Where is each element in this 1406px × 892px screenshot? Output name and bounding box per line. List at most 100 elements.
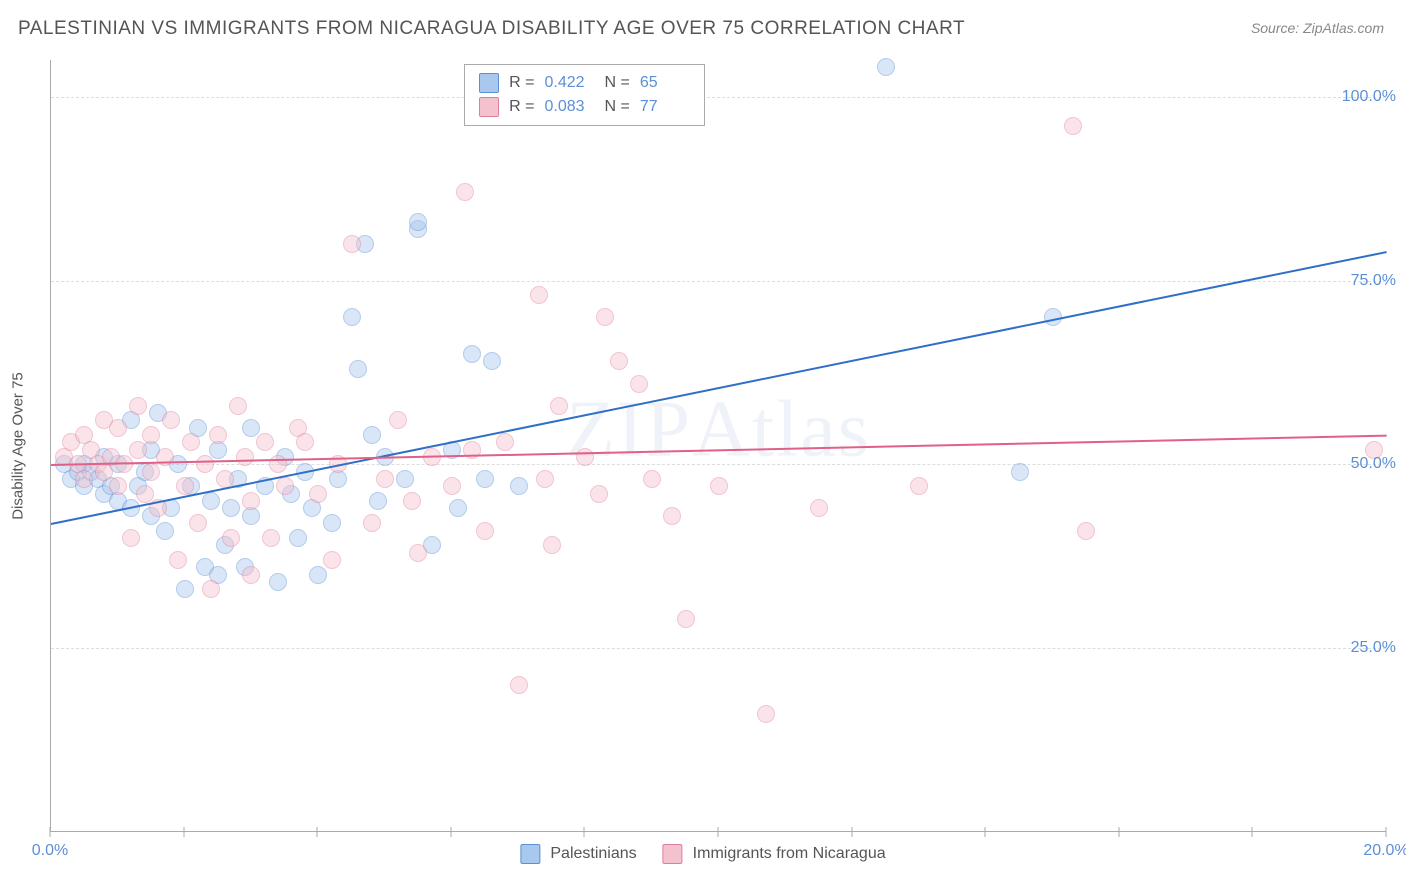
data-point xyxy=(810,499,828,517)
data-point xyxy=(483,352,501,370)
legend-swatch xyxy=(520,844,540,864)
x-tick-mark xyxy=(584,827,585,837)
data-point xyxy=(269,573,287,591)
x-tick-label: 20.0% xyxy=(1363,842,1406,860)
data-point xyxy=(710,477,728,495)
data-point xyxy=(456,183,474,201)
data-point xyxy=(122,529,140,547)
x-tick-mark xyxy=(1386,827,1387,837)
n-label: N = xyxy=(605,95,630,119)
data-point xyxy=(409,544,427,562)
chart-title: PALESTINIAN VS IMMIGRANTS FROM NICARAGUA… xyxy=(18,18,965,40)
data-point xyxy=(222,529,240,547)
x-tick-mark xyxy=(450,827,451,837)
data-point xyxy=(289,529,307,547)
x-tick-mark xyxy=(851,827,852,837)
data-point xyxy=(156,522,174,540)
data-point xyxy=(169,551,187,569)
data-point xyxy=(209,426,227,444)
data-point xyxy=(463,345,481,363)
data-point xyxy=(910,477,928,495)
legend-row: R =0.422N =65 xyxy=(479,71,690,95)
data-point xyxy=(389,411,407,429)
data-point xyxy=(109,477,127,495)
data-point xyxy=(262,529,280,547)
data-point xyxy=(202,492,220,510)
data-point xyxy=(510,477,528,495)
data-point xyxy=(663,507,681,525)
plot-area: ZIPAtlas xyxy=(50,60,1386,832)
legend-swatch xyxy=(479,73,499,93)
data-point xyxy=(142,426,160,444)
data-point xyxy=(142,463,160,481)
data-point xyxy=(343,308,361,326)
x-tick-mark xyxy=(317,827,318,837)
data-point xyxy=(182,433,200,451)
data-point xyxy=(476,470,494,488)
data-point xyxy=(309,566,327,584)
legend-item: Immigrants from Nicaragua xyxy=(663,844,886,864)
data-point xyxy=(496,433,514,451)
correlation-legend: R =0.422N =65R =0.083N =77 xyxy=(464,64,705,126)
data-point xyxy=(349,360,367,378)
data-point xyxy=(543,536,561,554)
data-point xyxy=(476,522,494,540)
data-point xyxy=(757,705,775,723)
data-point xyxy=(323,551,341,569)
data-point xyxy=(343,235,361,253)
data-point xyxy=(530,286,548,304)
legend-label: Immigrants from Nicaragua xyxy=(693,845,886,863)
data-point xyxy=(363,426,381,444)
x-tick-mark xyxy=(718,827,719,837)
x-tick-mark xyxy=(50,827,51,837)
gridline xyxy=(51,648,1386,649)
data-point xyxy=(309,485,327,503)
data-point xyxy=(1011,463,1029,481)
legend-label: Palestinians xyxy=(550,845,636,863)
data-point xyxy=(369,492,387,510)
data-point xyxy=(236,448,254,466)
data-point xyxy=(409,213,427,231)
data-point xyxy=(677,610,695,628)
data-point xyxy=(162,411,180,429)
data-point xyxy=(129,441,147,459)
data-point xyxy=(202,580,220,598)
data-point xyxy=(256,433,274,451)
data-point xyxy=(610,352,628,370)
watermark: ZIPAtlas xyxy=(566,385,871,476)
data-point xyxy=(536,470,554,488)
gridline xyxy=(51,464,1386,465)
data-point xyxy=(323,514,341,532)
data-point xyxy=(643,470,661,488)
data-point xyxy=(443,477,461,495)
legend-row: R =0.083N =77 xyxy=(479,95,690,119)
data-point xyxy=(242,492,260,510)
n-label: N = xyxy=(605,71,630,95)
n-value: 65 xyxy=(640,71,690,95)
y-tick-label: 25.0% xyxy=(1351,639,1396,657)
x-tick-mark xyxy=(1252,827,1253,837)
data-point xyxy=(229,397,247,415)
data-point xyxy=(242,566,260,584)
data-point xyxy=(396,470,414,488)
data-point xyxy=(276,477,294,495)
source-label: Source: ZipAtlas.com xyxy=(1251,20,1384,36)
data-point xyxy=(109,419,127,437)
data-point xyxy=(176,477,194,495)
data-point xyxy=(363,514,381,532)
data-point xyxy=(590,485,608,503)
legend-item: Palestinians xyxy=(520,844,636,864)
data-point xyxy=(75,470,93,488)
data-point xyxy=(596,308,614,326)
data-point xyxy=(1077,522,1095,540)
gridline xyxy=(51,281,1386,282)
data-point xyxy=(136,485,154,503)
data-point xyxy=(222,499,240,517)
data-point xyxy=(376,470,394,488)
x-tick-label: 0.0% xyxy=(32,842,68,860)
data-point xyxy=(296,433,314,451)
data-point xyxy=(1064,117,1082,135)
series-legend: Palestinians Immigrants from Nicaragua xyxy=(520,844,885,864)
chart-container: PALESTINIAN VS IMMIGRANTS FROM NICARAGUA… xyxy=(0,0,1406,892)
data-point xyxy=(189,514,207,532)
